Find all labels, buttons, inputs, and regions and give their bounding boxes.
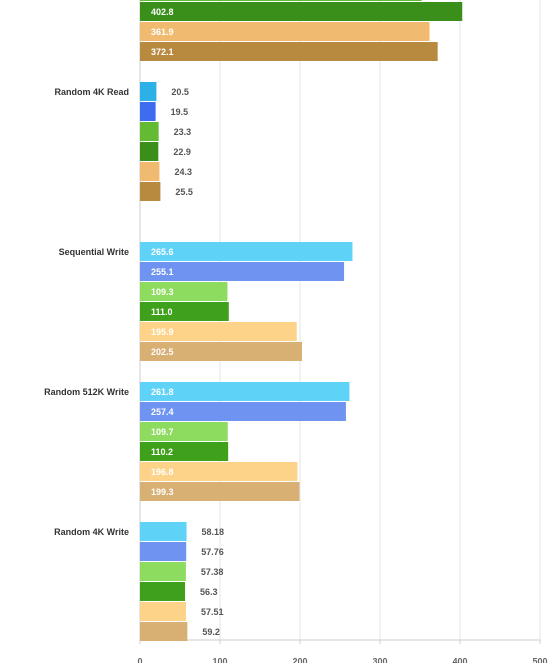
value-label: 402.8 bbox=[151, 7, 174, 17]
bar bbox=[140, 522, 187, 541]
bar bbox=[140, 542, 187, 561]
value-label: 22.9 bbox=[173, 147, 191, 157]
bar bbox=[140, 242, 353, 261]
value-label: 199.3 bbox=[151, 487, 174, 497]
value-label: 110.2 bbox=[151, 447, 173, 457]
value-label: 57.51 bbox=[201, 607, 224, 617]
value-label: 255.1 bbox=[151, 267, 174, 277]
value-label: 109.3 bbox=[151, 287, 174, 297]
bar bbox=[140, 322, 297, 341]
bar bbox=[140, 402, 346, 421]
bar bbox=[140, 482, 300, 501]
bar bbox=[140, 122, 159, 141]
bar bbox=[140, 422, 228, 441]
value-label: 195.9 bbox=[151, 327, 174, 337]
value-label: 109.7 bbox=[151, 427, 174, 437]
value-label: 56.3 bbox=[200, 587, 218, 597]
x-tick-label: 200 bbox=[292, 656, 307, 663]
bar bbox=[140, 262, 345, 281]
value-label: 257.4 bbox=[151, 407, 174, 417]
bar bbox=[140, 342, 302, 361]
category-label: Sequential Write bbox=[59, 247, 129, 257]
value-label: 59.2 bbox=[202, 627, 220, 637]
bar bbox=[140, 382, 350, 401]
bar bbox=[140, 442, 229, 461]
bar bbox=[140, 182, 161, 201]
x-tick-label: 100 bbox=[212, 656, 227, 663]
category-label: Random 512K Write bbox=[44, 387, 129, 397]
bar bbox=[140, 582, 186, 601]
value-label: 196.8 bbox=[151, 467, 174, 477]
bar bbox=[140, 2, 463, 21]
bar bbox=[140, 562, 186, 581]
bar bbox=[140, 142, 159, 161]
value-label: 20.5 bbox=[171, 87, 189, 97]
bar bbox=[140, 462, 298, 481]
bar bbox=[140, 162, 160, 181]
bar bbox=[140, 82, 157, 101]
value-label: 261.8 bbox=[151, 387, 174, 397]
value-label: 202.5 bbox=[151, 347, 174, 357]
bar bbox=[140, 622, 188, 641]
bar bbox=[140, 22, 430, 41]
bar bbox=[140, 302, 229, 321]
value-label: 19.5 bbox=[171, 107, 189, 117]
value-label: 57.76 bbox=[201, 547, 224, 557]
x-tick-label: 400 bbox=[452, 656, 467, 663]
category-label: Random 4K Write bbox=[54, 527, 129, 537]
category-label: Random 4K Read bbox=[54, 87, 129, 97]
value-label: 361.9 bbox=[151, 27, 174, 37]
value-label: 372.1 bbox=[151, 47, 174, 57]
bar bbox=[140, 282, 228, 301]
bar bbox=[140, 102, 156, 121]
bar bbox=[140, 42, 438, 61]
value-label: 111.0 bbox=[151, 307, 173, 317]
bar bbox=[140, 0, 422, 1]
value-label: 57.38 bbox=[201, 567, 224, 577]
x-tick-label: 500 bbox=[532, 656, 547, 663]
value-label: 58.18 bbox=[202, 527, 225, 537]
x-tick-label: 300 bbox=[372, 656, 387, 663]
x-tick-label: 0 bbox=[137, 656, 142, 663]
value-label: 24.3 bbox=[174, 167, 192, 177]
value-label: 265.6 bbox=[151, 247, 174, 257]
value-label: 25.5 bbox=[175, 187, 193, 197]
bar bbox=[140, 602, 187, 621]
value-label: 23.3 bbox=[174, 127, 192, 137]
